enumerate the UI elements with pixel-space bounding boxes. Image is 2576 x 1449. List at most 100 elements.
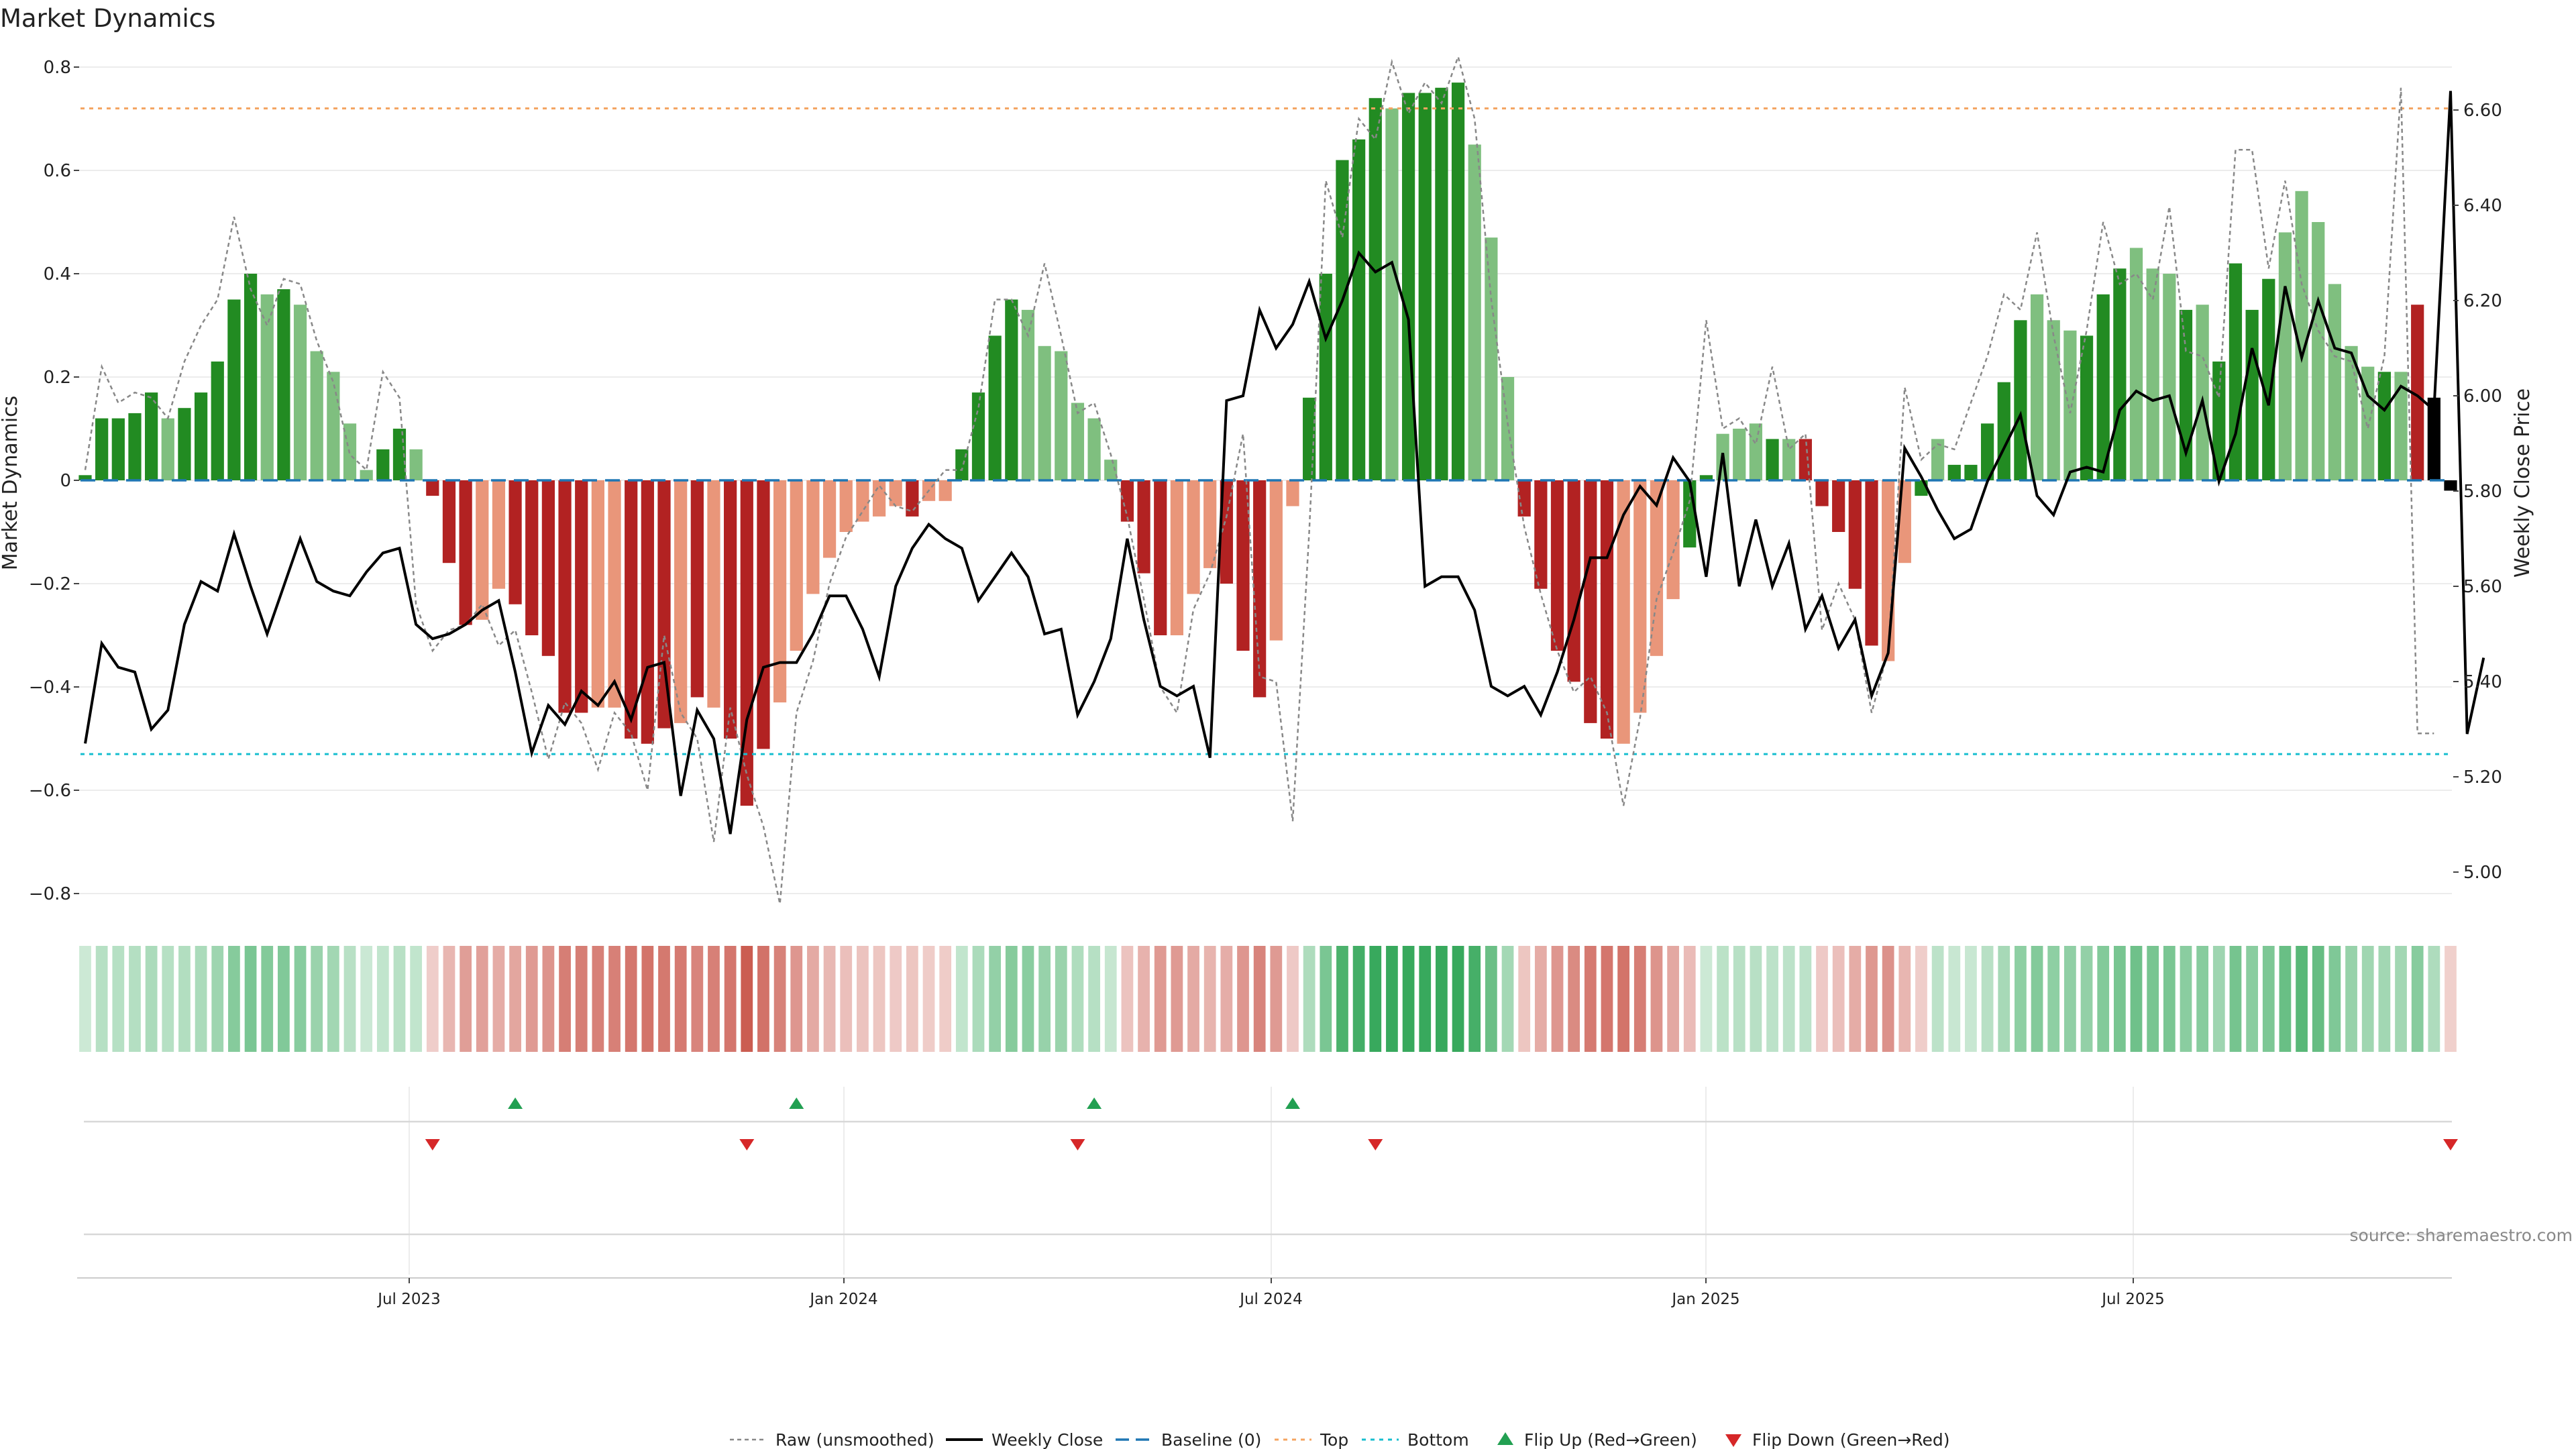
regime-cell [1121,946,1134,1052]
bar [1005,299,1018,480]
bar [1815,480,1829,506]
bar [674,480,688,723]
bar [211,361,224,480]
bar [1401,93,1415,480]
regime-cell [1584,946,1597,1052]
regime-cell [1948,946,1961,1052]
source-note: source: sharemaestro.com [2350,1226,2573,1245]
bar [327,372,340,480]
regime-cell [1270,946,1283,1052]
regime-cell [2015,946,2027,1052]
legend: Raw (unsmoothed) Weekly Close Baseline (0)… [730,1430,1950,1449]
regime-cell [575,946,588,1052]
legend-top: Top [1275,1430,1348,1449]
regime-cell [1733,946,1746,1052]
regime-cell [1237,946,1249,1052]
bar [1699,475,1713,480]
flip-up-marker [1087,1097,1102,1109]
bar [1137,480,1150,574]
bar [2361,366,2375,480]
bar [508,480,522,604]
regime-cell [1287,946,1299,1052]
regime-cell [261,946,274,1052]
regime-cell [955,946,968,1052]
y-tick-label: −0.4 [29,678,71,698]
bar [1848,480,1862,589]
regime-cell [2163,946,2176,1052]
bar [1517,480,1531,517]
bar [1352,139,1366,481]
weekly-close-line [84,91,2485,835]
bar [178,408,191,480]
bar-series [78,83,2457,806]
bar [625,480,638,739]
legend-bottom: Bottom [1362,1430,1469,1449]
bar [1319,274,1332,480]
regime-cell [1915,946,1927,1052]
regime-cell [1998,946,2010,1052]
x-tick-label: Jul 2023 [376,1291,441,1308]
regime-cell [1187,946,1199,1052]
y2-axis-label: Weekly Close Price [2511,388,2534,578]
bar [1220,480,1233,584]
bar [1451,83,1465,481]
regime-cell [2328,946,2341,1052]
regime-cell [1485,946,1497,1052]
regime-cell [559,946,571,1052]
bar [1832,480,1845,532]
regime-cell [2229,946,2242,1052]
bar [194,392,208,480]
regime-cell [1866,946,1878,1052]
regime-cell [1055,946,1067,1052]
line-series [84,54,2485,904]
bar [1782,439,1796,480]
bar [988,335,1002,480]
bar [525,480,539,635]
bar [1336,160,1349,480]
bar [2196,305,2209,480]
bar [1385,108,1399,481]
flip-up-marker [508,1097,523,1109]
regime-cell [658,946,670,1052]
bar [971,392,985,480]
bar [2163,274,2176,480]
bar [1286,480,1299,506]
bar [1600,480,1614,739]
regime-cell [1419,946,1432,1052]
regime-cell [674,946,687,1052]
bar [2146,268,2159,480]
y-tick-label: −0.2 [29,574,71,594]
regime-cell [79,946,91,1052]
legend-flip-down: Flip Down (Green→Red) [1725,1430,1950,1449]
legend-label: Raw (unsmoothed) [775,1430,934,1449]
y-axis-label: Market Dynamics [0,396,22,571]
legend-label: Flip Down (Green→Red) [1752,1430,1950,1449]
flip-down-marker [1368,1139,1383,1150]
bar [78,475,92,480]
regime-cell [2296,946,2308,1052]
regime-cell [724,946,737,1052]
bar [2047,320,2060,480]
bar [1435,87,1448,481]
bar [1550,480,1564,651]
regime-cell [2080,946,2093,1052]
y-tick-label: 0 [60,471,71,491]
regime-cell [1633,946,1646,1052]
regime-cell [790,946,803,1052]
bar [1584,480,1597,723]
regime-cell [178,946,191,1052]
x-tick-label: Jul 2025 [2100,1291,2165,1308]
bar [476,480,489,620]
regime-cell [376,946,389,1052]
regime-cell [2395,946,2407,1052]
regime-cell [1220,946,1233,1052]
regime-cell [1303,946,1316,1052]
bar [757,480,770,749]
regime-cell [1981,946,1994,1052]
bar [1947,464,1961,480]
bar [707,480,720,708]
bar [1980,423,1994,480]
legend-up-swatch [1497,1432,1513,1445]
regime-cell [641,946,654,1052]
regime-cell [145,946,158,1052]
